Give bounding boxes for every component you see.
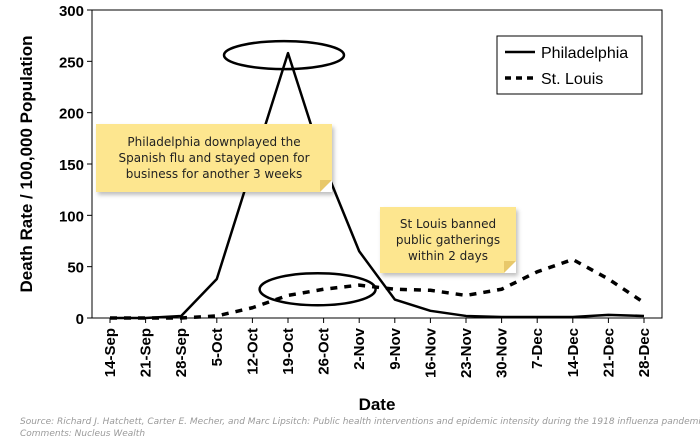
x-tick-label: 14-Sep [102,328,119,377]
st-louis-line [110,257,645,320]
y-tick-label: 100 [59,208,84,225]
axes: 0 50 100 150 200 250 300 14-Sep 21-Sep 28-Sep 5-Oc… [17,3,663,414]
source-comments: Comments: Nucleus Wealth [20,429,146,439]
x-tick-label: 19-Oct [280,328,297,375]
x-tick-label: 12-Oct [244,328,261,375]
stlouis-annotation-text: St Louis banned public gatherings within… [395,217,501,263]
y-tick-label: 150 [59,157,84,174]
y-tick-label: 200 [59,106,84,123]
x-tick-label: 30-Nov [494,327,511,378]
y-tick-label: 0 [76,311,84,328]
philadelphia-annotation-note: Philadelphia downplayed the Spanish flu … [96,124,332,192]
x-tick-label: 2-Nov [351,327,368,369]
philadelphia-annotation-text: Philadelphia downplayed the Spanish flu … [118,135,310,181]
x-tick-label: 21-Dec [600,328,617,377]
legend-label: Philadelphia [541,45,628,62]
x-tick-label: 9-Nov [387,327,404,369]
legend-label: St. Louis [541,71,603,88]
y-tick-label: 250 [59,54,84,71]
source-citation: Source: Richard J. Hatchett, Carter E. M… [20,417,700,427]
legend: Philadelphia St. Louis [496,35,643,95]
x-tick-label: 28-Sep [173,328,190,377]
stlouis-early-circle [258,272,377,307]
y-tick-label: 50 [67,260,84,277]
source-caption: Source: Richard J. Hatchett, Carter E. M… [20,416,700,440]
philadelphia-line [110,51,645,320]
x-tick-label: 23-Nov [458,327,475,378]
highlight-circles [222,39,377,307]
stlouis-annotation-note: St Louis banned public gatherings within… [380,207,516,273]
x-axis-title: Date [359,395,396,414]
note-fold-corner [504,261,516,273]
x-tick-label: 7-Dec [529,328,546,369]
x-tick-label: 16-Nov [422,327,439,378]
y-tick-label: 300 [59,3,84,20]
x-tick-label: 28-Dec [636,328,653,377]
x-tick-label: 21-Sep [138,328,155,377]
x-tick-label: 5-Oct [209,328,226,366]
x-tick-label: 26-Oct [316,328,333,375]
legend-box [496,35,643,95]
philadelphia-peak-circle [222,39,346,71]
x-tick-label: 14-Dec [565,328,582,377]
series-lines [110,51,645,320]
note-fold-corner [320,180,332,192]
y-axis-title: Death Rate / 100,000 Population [17,36,36,293]
